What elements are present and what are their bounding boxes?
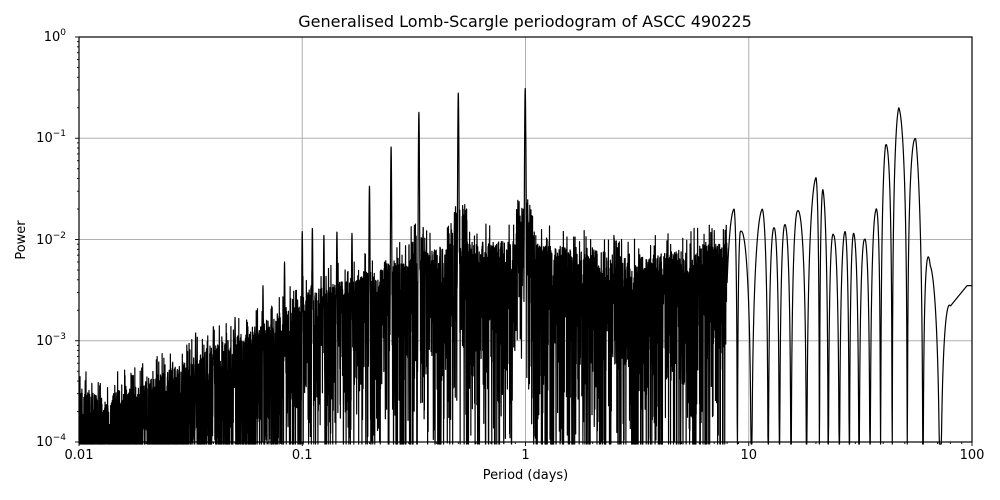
axis-ticks (75, 36, 973, 446)
x-tick-label: 10 (740, 448, 758, 463)
y-tick-label: 10−3 (36, 331, 66, 349)
y-tick-label: 10−4 (36, 433, 66, 450)
x-tick-label: 0.01 (64, 448, 94, 463)
x-axis-label: Period (days) (482, 468, 569, 483)
x-tick-label: 100 (959, 448, 985, 463)
x-tick-label: 1 (521, 448, 530, 463)
y-tick-label: 10−2 (36, 230, 66, 248)
y-tick-label: 100 (43, 28, 66, 45)
chart-title: Generalised Lomb-Scargle periodogram of … (298, 12, 752, 31)
periodogram-line (78, 87, 973, 445)
x-tick-label: 0.1 (291, 448, 313, 463)
y-tick-label: 10−1 (36, 129, 66, 147)
